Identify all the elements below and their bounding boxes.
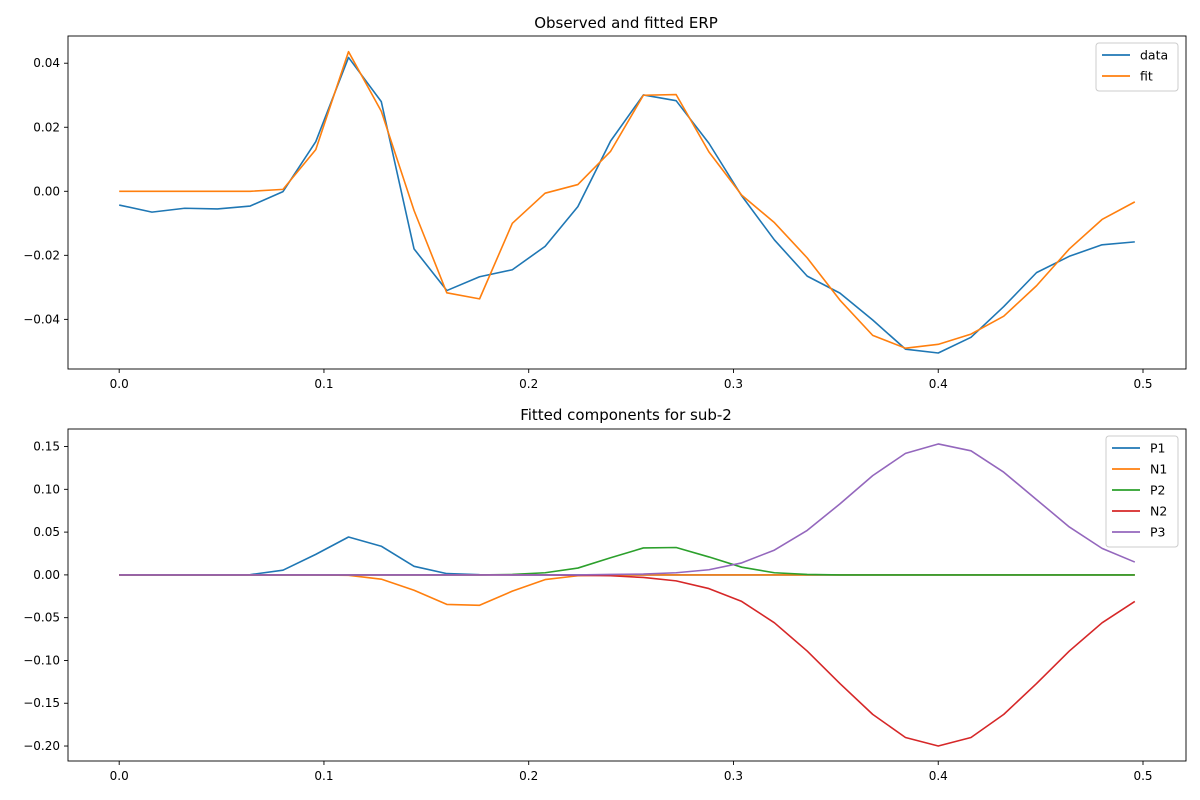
x-tick-label: 0.4 [929,769,948,783]
y-tick-label: 0.15 [33,440,60,454]
legend-box [1105,435,1179,548]
y-tick-label: −0.04 [23,312,60,326]
legend-label-p1: P1 [1150,441,1166,456]
x-tick-label: 0.3 [724,769,743,783]
x-tick-label: 0.2 [519,377,538,391]
legend-label-n2: N2 [1150,504,1167,519]
y-tick-label: −0.05 [23,611,60,625]
x-tick-label: 0.0 [110,377,129,391]
x-tick-label: 0.2 [519,769,538,783]
x-tick-label: 0.5 [1133,377,1152,391]
chart-panel-fitted-components: Fitted components for sub-2 0.0 0.1 0.2 0.3… [23,406,1187,783]
y-tick-label: 0.04 [33,56,60,70]
chart-title: Fitted components for sub-2 [520,406,732,424]
x-tick-label: 0.3 [724,377,743,391]
legend-label-n1: N1 [1150,462,1167,477]
x-tick-label: 0.5 [1133,769,1152,783]
legend-label-p2: P2 [1150,483,1166,498]
y-tick-label: −0.02 [23,248,60,262]
legend-label-p3: P3 [1150,525,1166,540]
chart-panel-observed-fitted: Observed and fitted ERP 0.0 0.1 0.2 0.3 0.4 0… [23,14,1187,391]
axes-frame [67,428,1187,762]
y-tick-label: 0.00 [33,184,60,198]
y-tick-label: −0.15 [23,696,60,710]
plot-area: 0.0 0.1 0.2 0.3 0.4 0.5 −0.04 −0.02 0.00 0.02 0.04… [23,35,1187,391]
y-tick-label: −0.20 [23,739,60,753]
y-tick-label: 0.02 [33,120,60,134]
series-line-fit [119,50,1136,349]
legend-label-fit: fit [1140,69,1153,84]
series-line-p3 [119,443,1136,576]
axes-frame [67,35,1187,370]
y-tick-label: 0.05 [33,525,60,539]
chart-title: Observed and fitted ERP [534,14,718,32]
x-tick-label: 0.1 [314,769,333,783]
x-tick-label: 0.4 [929,377,948,391]
y-tick-label: −0.10 [23,653,60,667]
legend: P1 N1 P2 N2 P3 [1105,435,1179,548]
legend-label-data: data [1140,48,1168,63]
x-tick-label: 0.1 [314,377,333,391]
plot-area: 0.0 0.1 0.2 0.3 0.4 0.5 −0.20 −0.15 −0.10 −0.05 0.… [23,428,1187,783]
x-tick-label: 0.0 [110,769,129,783]
y-tick-label: 0.10 [33,482,60,496]
legend: data fit [1095,42,1179,92]
y-tick-label: 0.00 [33,568,60,582]
